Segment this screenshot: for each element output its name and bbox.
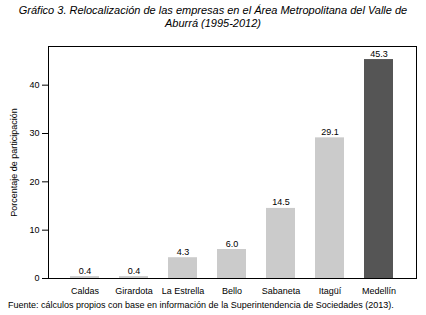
svg-text:Girardota: Girardota bbox=[115, 286, 153, 296]
svg-text:Bello: Bello bbox=[222, 286, 242, 296]
svg-text:29.1: 29.1 bbox=[321, 127, 339, 137]
svg-text:Medellín: Medellín bbox=[362, 286, 396, 296]
html-text:Gráfico 3. Relocalización de l: Gráfico 3. Relocalización de las empresa… bbox=[18, 4, 408, 29]
svg-text:La Estrella: La Estrella bbox=[162, 286, 205, 296]
svg-text:45.3: 45.3 bbox=[370, 49, 388, 59]
svg-text:4.3: 4.3 bbox=[177, 247, 190, 257]
svg-text:14.5: 14.5 bbox=[272, 197, 290, 207]
svg-text:0.4: 0.4 bbox=[128, 266, 141, 276]
html-text:Fuente: cálculos propios con b: Fuente: cálculos propios con base en inf… bbox=[8, 300, 394, 310]
svg-text:20: 20 bbox=[29, 177, 39, 187]
svg-text:10: 10 bbox=[29, 225, 39, 235]
svg-text:Porcentaje de participación: Porcentaje de participación bbox=[9, 108, 19, 217]
svg-text:Caldas: Caldas bbox=[71, 286, 100, 296]
svg-text:Itagüí: Itagüí bbox=[319, 286, 342, 296]
svg-text:0.4: 0.4 bbox=[79, 266, 92, 276]
svg-text:40: 40 bbox=[29, 80, 39, 90]
svg-text:6.0: 6.0 bbox=[226, 239, 239, 249]
svg-text:30: 30 bbox=[29, 128, 39, 138]
svg-text:0: 0 bbox=[34, 273, 39, 283]
svg-text:Sabaneta: Sabaneta bbox=[262, 286, 301, 296]
